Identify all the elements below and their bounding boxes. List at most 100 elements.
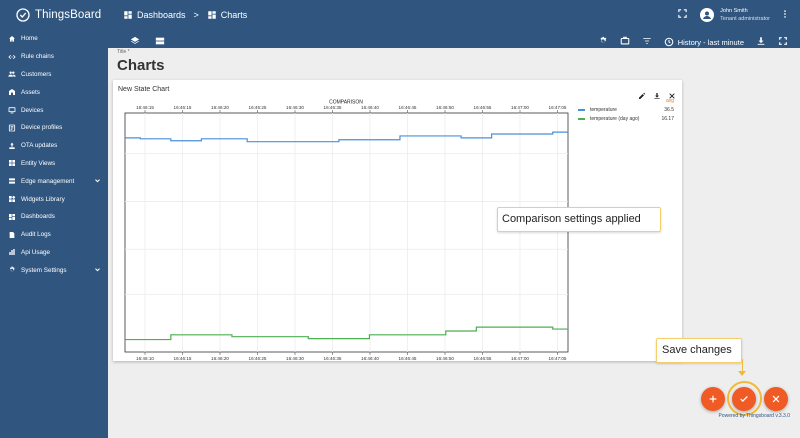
chart-grid [124, 112, 569, 353]
x-tick-label-top: 16:46:15 [174, 105, 192, 110]
sidebar-item-device-profiles[interactable]: Device profiles [0, 119, 108, 137]
close-icon[interactable] [668, 87, 676, 105]
x-tick-label-top: 16:46:45 [399, 105, 417, 110]
dashboards-icon [9, 213, 15, 220]
breadcrumb-label: Charts [220, 9, 248, 20]
user-name: John Smith [720, 7, 748, 14]
legend-swatch [578, 108, 585, 111]
dashboards-icon [124, 10, 132, 19]
sidebar-item-dashboards[interactable]: Dashboards [0, 208, 108, 226]
settings-icon[interactable] [598, 33, 608, 51]
legend-column-avg: avg [665, 98, 674, 104]
legend-value: 36.5 [664, 106, 674, 113]
filter-icon[interactable] [642, 33, 652, 51]
page-title[interactable]: Charts [117, 57, 165, 74]
breadcrumb-separator: > [193, 9, 199, 20]
chevron-down-icon[interactable] [94, 266, 101, 275]
save-button-highlight [727, 381, 762, 416]
sidebar-item-edge-management[interactable]: Edge management [0, 172, 108, 190]
tooltip-arrow-head [738, 371, 746, 376]
layers-icon[interactable] [130, 33, 140, 51]
breadcrumb-charts: Charts [207, 9, 248, 20]
customers-icon [8, 71, 16, 78]
sidebar-item-label: Entity Views [21, 159, 56, 167]
cancel-button[interactable] [764, 387, 788, 411]
breadcrumb-label: Dashboards [137, 9, 186, 20]
settings-icon [10, 266, 15, 272]
dashboard-states-icon[interactable] [155, 33, 165, 51]
app-name: ThingsBoard [35, 8, 102, 21]
check-icon [740, 396, 748, 402]
sidebar-item-ota-updates[interactable]: OTA updates [0, 137, 108, 155]
edit-icon[interactable] [638, 87, 646, 105]
history-timewindow[interactable]: History - last minute [664, 37, 744, 47]
user-info[interactable]: John Smith Tenant administrator [720, 7, 770, 23]
history-label: History - last minute [677, 37, 744, 47]
dashboard-toolbar: History - last minute [108, 29, 800, 48]
logo[interactable]: ThingsBoard [0, 0, 108, 29]
fullscreen-icon[interactable] [677, 6, 688, 24]
sidebar-item-system-settings[interactable]: System Settings [0, 261, 108, 279]
sidebar-item-widgets-library[interactable]: Widgets Library [0, 190, 108, 208]
ota-icon [9, 142, 15, 149]
sidebar-item-label: Api Usage [21, 248, 51, 256]
sidebar-item-assets[interactable]: Assets [0, 83, 108, 101]
top-bar: ThingsBoard Dashboards > Charts John Smi… [0, 0, 800, 29]
legend-item[interactable]: temperature (day ago) 16.17 [578, 114, 674, 123]
x-tick-label: 16:46:40 [361, 356, 379, 361]
dashboards-icon [208, 10, 216, 19]
audit-icon [9, 231, 15, 238]
sidebar-item-label: Home [21, 35, 38, 43]
sidebar-item-entity-views[interactable]: Entity Views [0, 155, 108, 173]
account-icon [703, 11, 712, 19]
more-vert-icon[interactable] [780, 6, 790, 24]
plot-frame [124, 112, 569, 353]
sidebar-item-customers[interactable]: Customers [0, 66, 108, 84]
x-tick-label: 16:46:15 [174, 356, 192, 361]
legend-label: temperature [590, 106, 617, 113]
sidebar-item-label: Customers [21, 70, 52, 78]
devices-icon [8, 107, 16, 114]
avatar[interactable] [700, 7, 715, 22]
breadcrumb-dashboards[interactable]: Dashboards [123, 10, 186, 20]
series-lines [125, 131, 568, 341]
x-ticks-top: 16:46:15 16:46:15 16:46:20 16:46:25 16:46:30… [136, 105, 567, 113]
sidebar-item-label: OTA updates [21, 142, 58, 150]
legend-item[interactable]: temperature 36.5 [578, 105, 674, 114]
sidebar-item-label: Device profiles [21, 124, 63, 132]
download-icon[interactable] [756, 33, 766, 51]
clock-icon [664, 37, 673, 47]
x-tick-label: 16:46:10 [136, 356, 154, 361]
legend-label: temperature (day ago) [590, 115, 640, 122]
sidebar-item-home[interactable]: Home [0, 30, 108, 48]
download-icon[interactable] [653, 87, 661, 105]
x-tick-label: 16:46:35 [324, 356, 342, 361]
sidebar-item-rule-chains[interactable]: Rule chains [0, 48, 108, 66]
rule-chain-icon [8, 54, 16, 59]
sidebar-item-label: Rule chains [21, 53, 54, 61]
series-line [125, 326, 568, 341]
x-tick-label: 16:46:55 [474, 356, 492, 361]
sidebar-item-label: Assets [21, 88, 40, 96]
title-field-label: Title * [117, 49, 130, 55]
widgets-icon [9, 195, 16, 203]
sidebar-item-audit-logs[interactable]: Audit Logs [0, 226, 108, 244]
series-line [125, 131, 568, 143]
plus-icon [709, 395, 717, 403]
add-widget-button[interactable] [701, 387, 725, 411]
sidebar-item-api-usage[interactable]: Api Usage [0, 244, 108, 262]
entity-views-icon [9, 160, 15, 167]
x-tick-label-top: 16:46:50 [436, 105, 454, 110]
x-tick-label-top: 16:46:15 [136, 105, 154, 110]
assets-icon [9, 89, 15, 96]
legend: avg temperature 36.5 temperature (day ag… [578, 98, 674, 123]
chevron-down-icon[interactable] [94, 177, 101, 186]
x-tick-label-top: 16:47:05 [549, 105, 567, 110]
x-tick-label-top: 16:46:25 [249, 105, 267, 110]
fullscreen-icon[interactable] [778, 33, 788, 51]
x-ticks-bottom: 16:46:10 16:46:15 16:46:20 16:46:25 16:46:30… [136, 352, 567, 361]
sidebar-item-devices[interactable]: Devices [0, 101, 108, 119]
entity-aliases-icon[interactable] [620, 33, 630, 51]
home-icon [9, 35, 15, 42]
save-button[interactable] [732, 387, 756, 411]
